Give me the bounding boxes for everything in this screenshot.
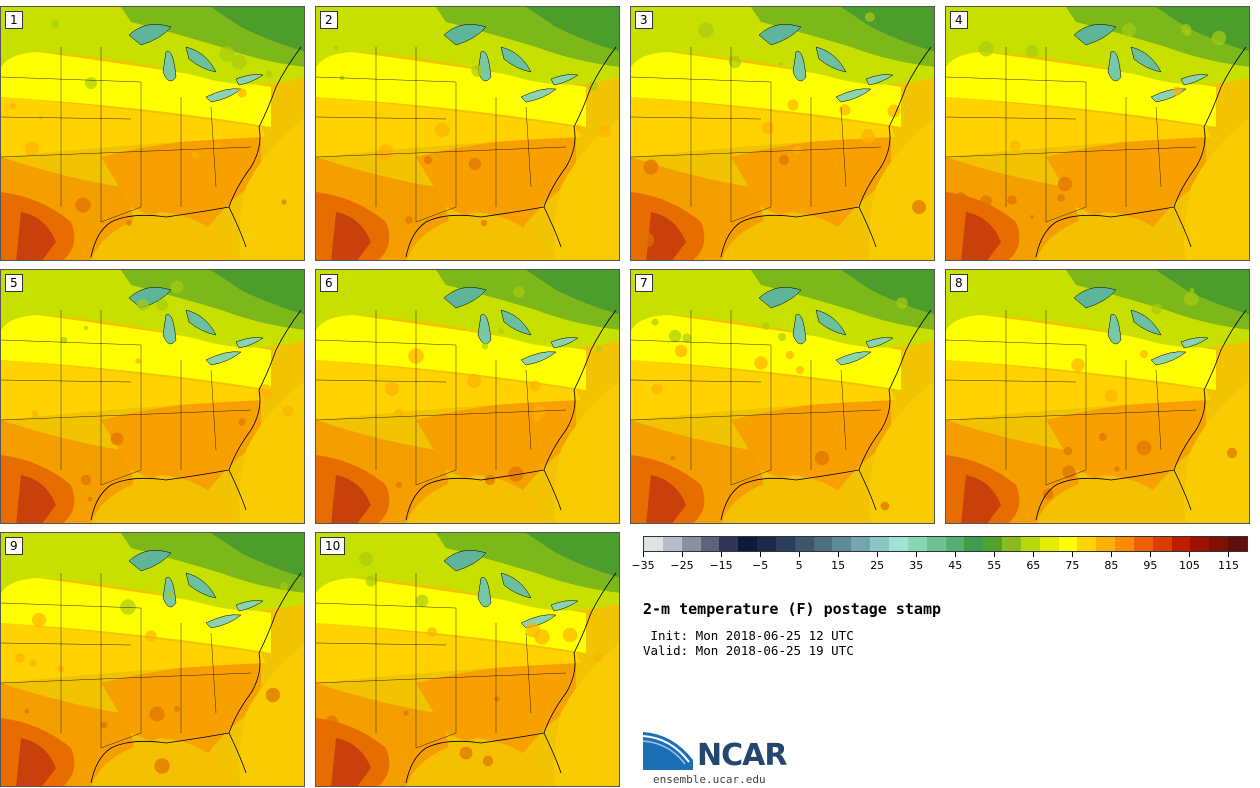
colorbar-tick-label: 95 bbox=[1143, 559, 1158, 572]
ncar-logo-text: NCAR bbox=[697, 738, 787, 773]
colorbar-tick bbox=[682, 552, 684, 557]
temperature-colorbar bbox=[643, 536, 1248, 552]
colorbar-tick-label: 105 bbox=[1178, 559, 1200, 572]
colorbar-segment bbox=[983, 537, 1003, 551]
colorbar-segment bbox=[1039, 537, 1059, 551]
colorbar-segment bbox=[738, 537, 758, 551]
colorbar-tick-label: 5 bbox=[795, 559, 803, 572]
colorbar-segment bbox=[1152, 537, 1172, 551]
colorbar-tick bbox=[838, 552, 840, 557]
colorbar-segment bbox=[719, 537, 739, 551]
colorbar-tick bbox=[877, 552, 879, 557]
colorbar-tick-label: 115 bbox=[1217, 559, 1239, 572]
colorbar-tick-label: 35 bbox=[909, 559, 924, 572]
ncar-url: ensemble.ucar.edu bbox=[653, 773, 766, 786]
colorbar-segment bbox=[964, 537, 984, 551]
colorbar-tick-label: −5 bbox=[751, 559, 769, 572]
colorbar-segment bbox=[681, 537, 701, 551]
colorbar-tick-label: −25 bbox=[670, 559, 694, 572]
panel-label: 5 bbox=[5, 274, 23, 292]
colorbar-segment bbox=[700, 537, 720, 551]
ensemble-member-panel-6: 6 bbox=[315, 269, 620, 524]
colorbar-tick-label: 65 bbox=[1026, 559, 1041, 572]
colorbar-tick bbox=[643, 552, 644, 557]
colorbar-tick-label: 55 bbox=[987, 559, 1002, 572]
colorbar-tick bbox=[1072, 552, 1074, 557]
colorbar-segment bbox=[1002, 537, 1021, 551]
colorbar-segment bbox=[870, 537, 889, 551]
ensemble-member-panel-2: 2 bbox=[315, 6, 620, 261]
colorbar-tick bbox=[1189, 552, 1191, 557]
colorbar-segment bbox=[1228, 537, 1247, 551]
colorbar-segment bbox=[907, 537, 927, 551]
colorbar-tick bbox=[1111, 552, 1113, 557]
colorbar-segment bbox=[1096, 537, 1116, 551]
ensemble-member-panel-10: 10 bbox=[315, 532, 620, 787]
colorbar-segment bbox=[644, 537, 663, 551]
colorbar-ticks: −35 −25 −15 −5 5 15 25 35 45 55 65 75 85 95 105 115 bbox=[631, 552, 1248, 576]
panel-label: 2 bbox=[320, 11, 338, 29]
colorbar-segment bbox=[1115, 537, 1134, 551]
colorbar-tick-label: 45 bbox=[948, 559, 963, 572]
ncar-logo-icon bbox=[643, 732, 693, 770]
ensemble-member-panel-8: 8 bbox=[945, 269, 1250, 524]
figure-title: 2-m temperature (F) postage stamp bbox=[643, 600, 942, 618]
colorbar-segment bbox=[775, 537, 795, 551]
colorbar-segment bbox=[1058, 537, 1078, 551]
colorbar-tick bbox=[1150, 552, 1152, 557]
colorbar-tick-label: 25 bbox=[870, 559, 885, 572]
colorbar-tick-label: 15 bbox=[831, 559, 846, 572]
colorbar-tick-label: −15 bbox=[709, 559, 733, 572]
ensemble-member-panel-3: 3 bbox=[630, 6, 935, 261]
colorbar-tick-label: −35 bbox=[631, 559, 655, 572]
colorbar-segment bbox=[757, 537, 776, 551]
ensemble-member-panel-4: 4 bbox=[945, 6, 1250, 261]
init-time: Init: Mon 2018-06-25 12 UTC bbox=[643, 628, 854, 643]
colorbar-segment bbox=[813, 537, 833, 551]
panel-label: 6 bbox=[320, 274, 338, 292]
ensemble-member-panel-1: 1 bbox=[0, 6, 305, 261]
colorbar-tick bbox=[760, 552, 762, 557]
colorbar-tick bbox=[994, 552, 996, 557]
ensemble-member-panel-7: 7 bbox=[630, 269, 935, 524]
ensemble-member-panel-5: 5 bbox=[0, 269, 305, 524]
colorbar-tick bbox=[955, 552, 957, 557]
colorbar-tick-label: 85 bbox=[1104, 559, 1119, 572]
panel-label: 7 bbox=[635, 274, 653, 292]
colorbar-segment bbox=[945, 537, 965, 551]
panel-label: 1 bbox=[5, 11, 23, 29]
colorbar-tick bbox=[1033, 552, 1035, 557]
colorbar-segment bbox=[1133, 537, 1153, 551]
colorbar-tick bbox=[721, 552, 723, 557]
valid-time: Valid: Mon 2018-06-25 19 UTC bbox=[643, 643, 854, 658]
colorbar-segment bbox=[1190, 537, 1210, 551]
colorbar-segment bbox=[1077, 537, 1097, 551]
colorbar-segment bbox=[888, 537, 908, 551]
colorbar-tick bbox=[1228, 552, 1230, 557]
colorbar-segment bbox=[926, 537, 946, 551]
colorbar-segment bbox=[794, 537, 814, 551]
colorbar-segment bbox=[1171, 537, 1191, 551]
panel-label: 4 bbox=[950, 11, 968, 29]
panel-label: 9 bbox=[5, 537, 23, 555]
panel-label: 10 bbox=[320, 537, 346, 555]
colorbar-segment bbox=[832, 537, 852, 551]
colorbar-tick-label: 75 bbox=[1065, 559, 1080, 572]
colorbar-segment bbox=[1209, 537, 1229, 551]
colorbar-segment bbox=[1020, 537, 1040, 551]
colorbar-tick bbox=[799, 552, 801, 557]
panel-label: 8 bbox=[950, 274, 968, 292]
colorbar-tick bbox=[916, 552, 918, 557]
colorbar-segment bbox=[662, 537, 682, 551]
colorbar-segment bbox=[851, 537, 871, 551]
panel-label: 3 bbox=[635, 11, 653, 29]
ensemble-member-panel-9: 9 bbox=[0, 532, 305, 787]
